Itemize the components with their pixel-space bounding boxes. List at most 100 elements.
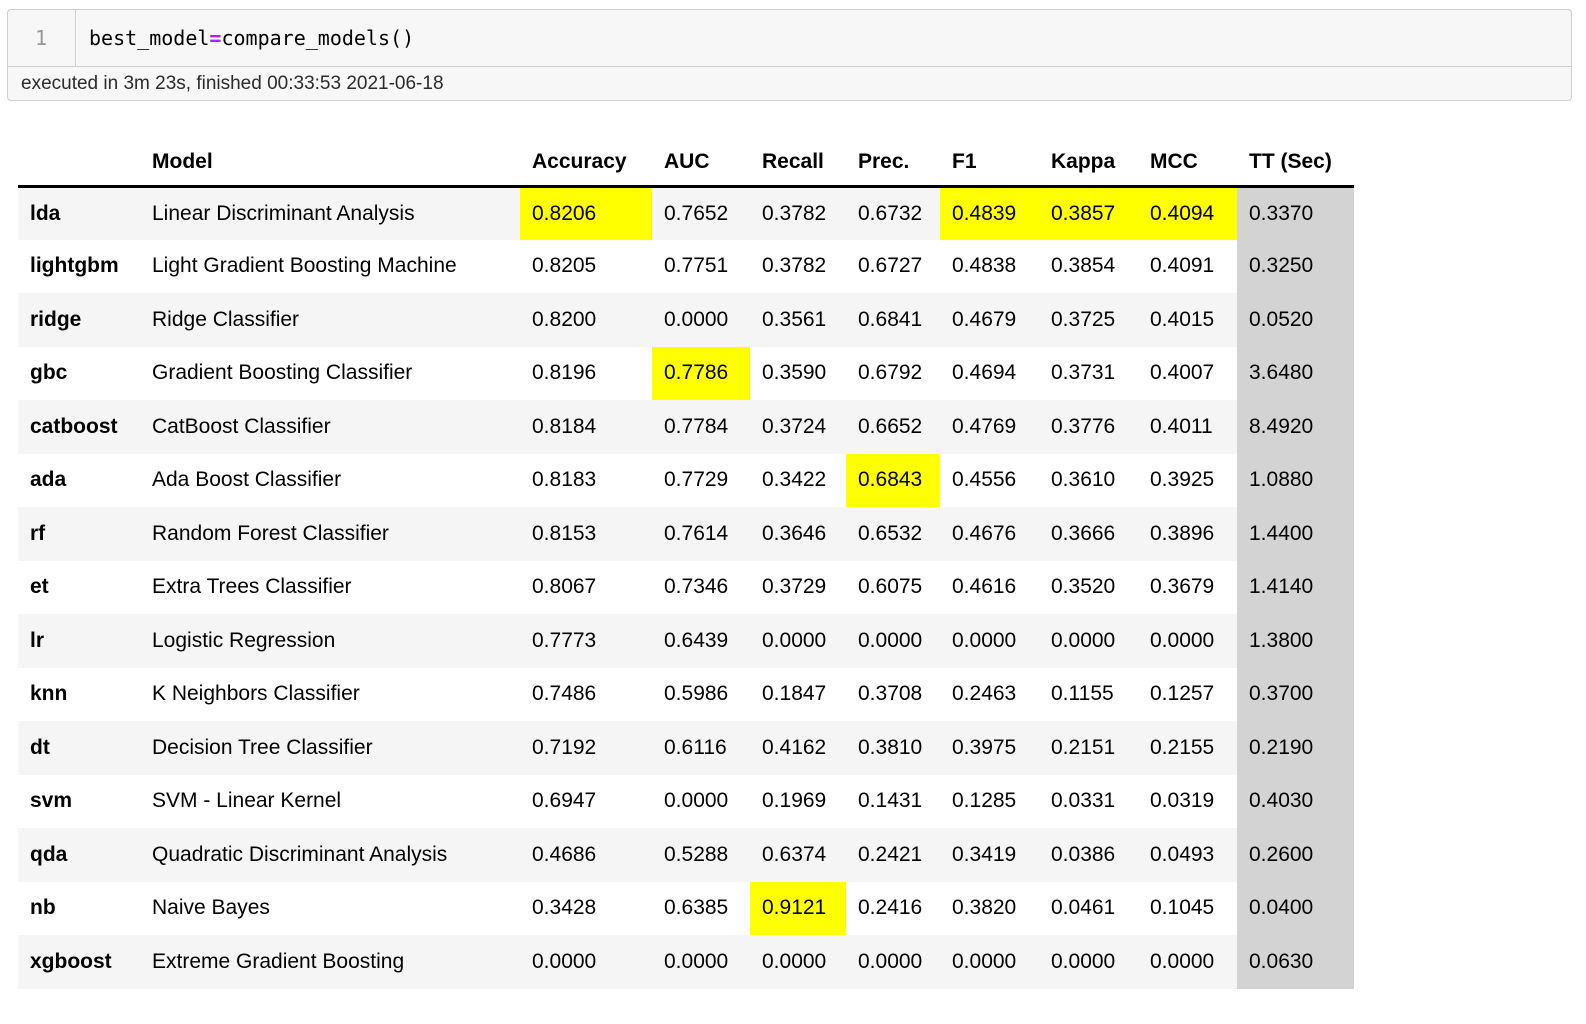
metric-cell: 0.7486 xyxy=(532,682,597,706)
metric-cell: 0.4162 xyxy=(762,735,827,759)
metric-cell: 1.3800 xyxy=(1237,614,1354,668)
metric-cell: 0.6652 xyxy=(858,414,923,438)
model-name-cell: Naive Bayes xyxy=(152,896,270,920)
metric-cell: 0.4838 xyxy=(952,254,1017,278)
metric-cell: 0.2463 xyxy=(952,682,1017,706)
code-editor[interactable]: best_model = compare_models() xyxy=(76,10,1571,66)
row-index-label: nb xyxy=(30,896,56,920)
metric-cell: 0.8184 xyxy=(532,414,597,438)
metric-cell: 0.2190 xyxy=(1237,721,1354,775)
metric-cell: 0.1045 xyxy=(1150,896,1215,920)
metric-cell: 0.0000 xyxy=(762,628,827,652)
table-row: et Extra Trees Classifier 0.8067 0.7346 0.37… xyxy=(18,560,1354,614)
metric-cell: 0.4556 xyxy=(952,468,1017,492)
metric-cell: 0.7729 xyxy=(664,468,729,492)
metric-cell: 0.6532 xyxy=(858,521,923,545)
table-row: ada Ada Boost Classifier 0.8183 0.7729 0.342… xyxy=(18,453,1354,507)
metric-cell: 1.4140 xyxy=(1237,560,1354,614)
line-number-gutter: 1 xyxy=(8,10,76,66)
table-row: xgboost Extreme Gradient Boosting 0.0000 0.… xyxy=(18,935,1354,989)
table-row: knn K Neighbors Classifier 0.7486 0.5986 0.1… xyxy=(18,667,1354,721)
metric-cell: 0.7784 xyxy=(664,414,729,438)
metric-cell: 0.4011 xyxy=(1150,414,1213,438)
column-header-f1: F1 xyxy=(940,140,1039,188)
metric-cell: 0.0000 xyxy=(1051,628,1116,652)
metric-cell: 0.1257 xyxy=(1150,682,1215,706)
model-name-cell: Extra Trees Classifier xyxy=(152,575,352,599)
metric-cell: 0.6374 xyxy=(762,842,827,866)
metric-cell: 0.0000 xyxy=(664,949,729,973)
table-row: lr Logistic Regression 0.7773 0.6439 0.0000 0… xyxy=(18,614,1354,668)
metric-cell: 0.3646 xyxy=(762,521,827,545)
table-row: ridge Ridge Classifier 0.8200 0.0000 0.3561 0… xyxy=(18,293,1354,347)
column-header-auc: AUC xyxy=(652,140,750,188)
metric-cell: 0.3370 xyxy=(1237,186,1354,240)
metric-cell: 0.1969 xyxy=(762,789,827,813)
metric-cell: 0.1431 xyxy=(858,789,923,813)
metric-cell: 0.0493 xyxy=(1150,842,1215,866)
line-number: 1 xyxy=(34,26,47,50)
metric-cell: 0.6385 xyxy=(664,896,729,920)
metric-cell: 0.3679 xyxy=(1150,575,1215,599)
metric-cell: 0.3782 xyxy=(762,201,827,225)
model-name-cell: Quadratic Discriminant Analysis xyxy=(152,842,448,866)
metric-cell: 0.0000 xyxy=(532,949,597,973)
metric-cell: 0.3810 xyxy=(858,735,923,759)
row-index-label: svm xyxy=(30,789,73,813)
metric-cell: 0.3520 xyxy=(1051,575,1116,599)
metric-cell: 0.0386 xyxy=(1051,842,1116,866)
code-token-operator: = xyxy=(209,26,222,50)
metric-cell: 0.0000 xyxy=(664,789,729,813)
metric-cell: 0.8067 xyxy=(532,575,597,599)
table-row: catboost CatBoost Classifier 0.8184 0.7784 0… xyxy=(18,400,1354,454)
metric-cell: 0.6947 xyxy=(532,789,597,813)
metric-cell: 1.0880 xyxy=(1237,453,1354,507)
metric-cell: 0.3708 xyxy=(858,682,923,706)
table-row: nb Naive Bayes 0.3428 0.6385 0.9121 0.2416 0.3… xyxy=(18,881,1354,935)
model-name-cell: Logistic Regression xyxy=(152,628,336,652)
metric-cell: 0.0400 xyxy=(1237,881,1354,935)
model-name-cell: Gradient Boosting Classifier xyxy=(152,361,413,385)
metric-cell: 0.3820 xyxy=(952,896,1017,920)
metric-cell: 0.0000 xyxy=(664,307,729,331)
row-index-label: lda xyxy=(30,201,61,225)
column-header-prec: Prec. xyxy=(846,140,940,188)
code-cell: 1 best_model = compare_models() executed… xyxy=(7,9,1572,101)
metric-cell: 0.4686 xyxy=(532,842,597,866)
metric-cell: 0.3729 xyxy=(762,575,827,599)
metric-cell: 0.3422 xyxy=(762,468,827,492)
metric-cell: 0.8205 xyxy=(532,254,597,278)
code-token-variable: best_model xyxy=(89,26,210,50)
metric-cell: 0.7773 xyxy=(532,628,597,652)
metric-cell: 0.5986 xyxy=(664,682,729,706)
metric-cell: 0.2421 xyxy=(858,842,923,866)
metric-cell: 0.6116 xyxy=(664,735,727,759)
metric-cell: 0.8196 xyxy=(532,361,597,385)
metric-cell: 0.3731 xyxy=(1051,361,1116,385)
model-name-cell: CatBoost Classifier xyxy=(152,414,331,438)
row-index-label: xgboost xyxy=(30,949,112,973)
metric-cell: 0.3666 xyxy=(1051,521,1116,545)
code-input-row: 1 best_model = compare_models() xyxy=(8,10,1571,66)
metric-cell: 0.0000 xyxy=(952,628,1017,652)
metric-cell: 1.4400 xyxy=(1237,507,1354,561)
metric-cell: 0.3776 xyxy=(1051,414,1116,438)
model-name-cell: Extreme Gradient Boosting xyxy=(152,949,405,973)
index-column-header xyxy=(18,140,140,188)
row-index-label: ada xyxy=(30,468,67,492)
metric-cell: 0.4616 xyxy=(952,575,1017,599)
metric-cell: 0.6727 xyxy=(858,254,923,278)
metric-cell: 0.2151 xyxy=(1051,735,1116,759)
row-index-label: gbc xyxy=(30,361,68,385)
column-header-model: Model xyxy=(140,140,520,188)
metric-cell: 3.6480 xyxy=(1237,346,1354,400)
metric-cell: 0.2155 xyxy=(1150,735,1215,759)
metric-cell: 0.8153 xyxy=(532,521,597,545)
row-index-label: lightgbm xyxy=(30,254,119,278)
table-row: qda Quadratic Discriminant Analysis 0.4686… xyxy=(18,828,1354,882)
metric-cell: 0.7786 xyxy=(652,346,750,400)
model-name-cell: SVM - Linear Kernel xyxy=(152,789,342,813)
metric-cell: 0.1847 xyxy=(762,682,827,706)
metric-cell: 0.3854 xyxy=(1051,254,1116,278)
execution-timing-text: executed in 3m 23s, finished 00:33:53 20… xyxy=(21,72,444,94)
